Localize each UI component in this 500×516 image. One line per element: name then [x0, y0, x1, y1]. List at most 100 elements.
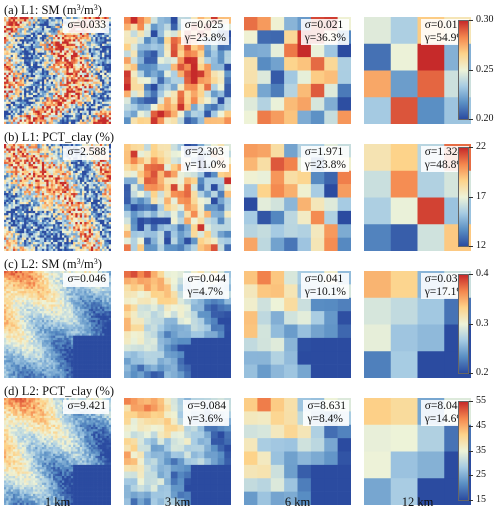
- heatmap-cell: [97, 43, 101, 47]
- heatmap-cell: [21, 43, 25, 47]
- heatmap-cell: [97, 39, 101, 42]
- heatmap-cell: [102, 213, 105, 216]
- heatmap-cell: [95, 208, 98, 212]
- heatmap-cell: [19, 112, 23, 116]
- heatmap-cell: [46, 188, 49, 192]
- heatmap-cell: [46, 210, 49, 214]
- heatmap-cell: [6, 39, 9, 42]
- heatmap-cell: [79, 219, 83, 223]
- heatmap-cell: [102, 164, 105, 167]
- heatmap-cell: [55, 179, 58, 183]
- heatmap-cell: [6, 215, 9, 218]
- heatmap-cell: [77, 52, 81, 56]
- heatmap-cell: [197, 110, 205, 118]
- heatmap-cell: [73, 110, 76, 114]
- heatmap-cell: [8, 72, 11, 76]
- heatmap-cell: [97, 230, 101, 234]
- heatmap-cell: [102, 161, 105, 165]
- heatmap-cell: [93, 83, 96, 87]
- heatmap-cell: [99, 37, 103, 40]
- heatmap-cell: [106, 164, 110, 167]
- heatmap-cell: [4, 50, 7, 53]
- heatmap-cell: [44, 186, 47, 189]
- heatmap-cell: [102, 79, 105, 82]
- heatmap-cell: [55, 108, 58, 111]
- heatmap-cell: [26, 86, 29, 89]
- heatmap-cell: [55, 150, 58, 154]
- heatmap-cell: [73, 242, 76, 245]
- heatmap-cell: [104, 181, 107, 185]
- heatmap-cell: [53, 45, 56, 49]
- heatmap-cell: [46, 19, 49, 22]
- heatmap-cell: [8, 144, 11, 147]
- heatmap-cell: [68, 97, 72, 100]
- heatmap-cell: [17, 233, 20, 236]
- heatmap-cell: [15, 152, 18, 156]
- heatmap-cell: [88, 166, 92, 169]
- heatmap-cell: [61, 74, 65, 78]
- heatmap-cell: [21, 81, 25, 85]
- heatmap-cell: [95, 186, 98, 189]
- heatmap-cell: [57, 239, 61, 243]
- heatmap-cell: [12, 161, 16, 165]
- heatmap-cell: [10, 50, 14, 53]
- heatmap-cell: [8, 90, 11, 94]
- heatmap-cell: [82, 34, 85, 38]
- heatmap-cell: [39, 70, 43, 74]
- heatmap-cell: [84, 172, 87, 176]
- heatmap-cell: [30, 148, 34, 151]
- heatmap-cell: [59, 59, 63, 62]
- heatmap-cell: [104, 199, 107, 203]
- heatmap-cell: [97, 74, 101, 78]
- heatmap-cell: [21, 37, 25, 40]
- heatmap-cell: [30, 108, 34, 111]
- heatmap-cell: [97, 92, 101, 96]
- heatmap-cell: [15, 159, 18, 163]
- heatmap-cell: [93, 197, 96, 201]
- heatmap-cell: [4, 61, 7, 65]
- heatmap-cell: [70, 112, 74, 116]
- heatmap-cell: [88, 41, 92, 45]
- heatmap-cell: [30, 99, 34, 103]
- heatmap-cell: [79, 103, 83, 107]
- heatmap-cell: [66, 86, 69, 89]
- heatmap-cell: [66, 177, 69, 180]
- heatmap-cell: [32, 119, 36, 123]
- heatmap-cell: [64, 61, 67, 65]
- heatmap-cell: [32, 210, 36, 214]
- heatmap-cell: [75, 103, 78, 107]
- heatmap-cell: [15, 41, 18, 45]
- heatmap-cell: [10, 161, 14, 165]
- heatmap-cell: [30, 170, 34, 174]
- heatmap-cell: [19, 81, 23, 85]
- heatmap-cell: [190, 43, 198, 51]
- heatmap-cell: [106, 206, 110, 209]
- heatmap-cell: [124, 70, 131, 78]
- heatmap-cell: [79, 68, 83, 71]
- heatmap-cell: [24, 48, 27, 51]
- heatmap-cell: [97, 184, 101, 187]
- heatmap-cell: [17, 210, 20, 214]
- heatmap-cell: [6, 45, 9, 49]
- heatmap-cell: [257, 43, 272, 58]
- heatmap-cell: [32, 239, 36, 243]
- heatmap-cell: [73, 88, 76, 91]
- heatmap-cell: [66, 90, 69, 94]
- heatmap-cell: [59, 63, 63, 67]
- heatmap-cell: [24, 168, 27, 172]
- heatmap-cell: [297, 70, 312, 85]
- heatmap-cell: [8, 48, 11, 51]
- heatmap-cell: [44, 110, 47, 114]
- panel-stats: σ=0.021 γ=36.3%: [300, 19, 349, 45]
- heatmap-cell: [70, 172, 74, 176]
- heatmap-cell: [28, 242, 32, 245]
- heatmap-cell: [24, 222, 27, 225]
- heatmap-cell: [59, 32, 63, 36]
- heatmap-cell: [21, 63, 25, 67]
- heatmap-cell: [6, 28, 9, 31]
- heatmap-cell: [61, 226, 65, 230]
- heatmap-cell: [37, 99, 40, 103]
- heatmap-cell: [12, 166, 16, 169]
- heatmap-cell: [93, 79, 96, 82]
- heatmap-cell: [73, 61, 76, 65]
